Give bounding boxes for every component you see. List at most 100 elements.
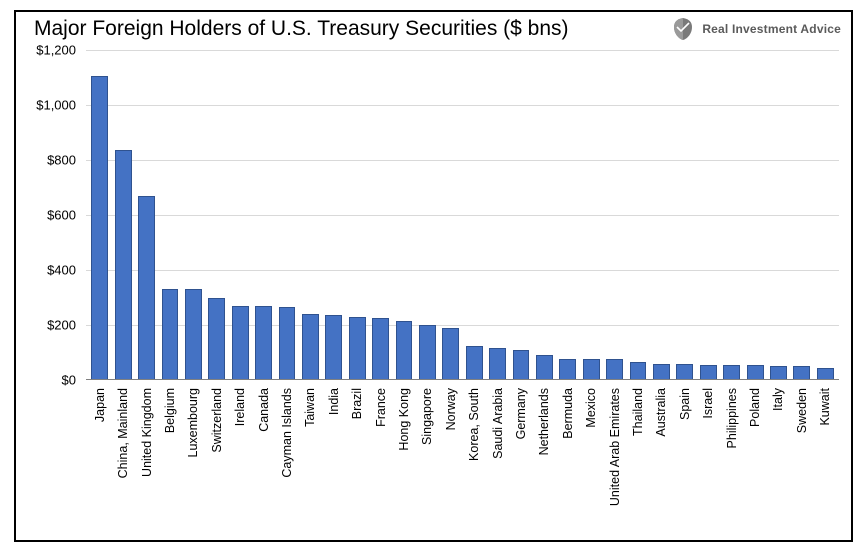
- bar: [162, 289, 179, 380]
- x-tick-label: Belgium: [163, 388, 177, 433]
- x-tick-label: Hong Kong: [397, 388, 411, 451]
- brand: Real Investment Advice: [670, 16, 841, 42]
- bar-slot: [88, 50, 111, 380]
- y-tick-label: $1,200: [36, 43, 76, 58]
- x-slot: Brazil: [345, 384, 368, 540]
- x-tick-label: Kuwait: [818, 388, 832, 426]
- bar: [419, 325, 436, 380]
- bar-slot: [673, 50, 696, 380]
- bar: [700, 365, 717, 380]
- bar-slot: [416, 50, 439, 380]
- bar-slot: [158, 50, 181, 380]
- x-slot: China, Mainland: [111, 384, 134, 540]
- bar: [770, 366, 787, 380]
- bar-slot: [135, 50, 158, 380]
- bar: [349, 317, 366, 380]
- bar-slot: [463, 50, 486, 380]
- x-slot: Saudi Arabia: [486, 384, 509, 540]
- title-row: Major Foreign Holders of U.S. Treasury S…: [34, 16, 841, 42]
- x-slot: Thailand: [626, 384, 649, 540]
- x-slot: India: [322, 384, 345, 540]
- bar: [466, 346, 483, 380]
- bar-slot: [743, 50, 766, 380]
- bar: [747, 365, 764, 380]
- x-slot: Kuwait: [814, 384, 837, 540]
- bar: [138, 196, 155, 380]
- bar-slot: [790, 50, 813, 380]
- x-tick-label: United Kingdom: [140, 388, 154, 477]
- bar-slot: [111, 50, 134, 380]
- x-tick-label: France: [374, 388, 388, 427]
- bars: [86, 50, 839, 380]
- bar-slot: [228, 50, 251, 380]
- x-tick-label: United Arab Emirates: [608, 388, 622, 506]
- x-tick-label: Germany: [514, 388, 528, 439]
- chart-frame: Major Foreign Holders of U.S. Treasury S…: [14, 10, 853, 542]
- x-slot: Italy: [767, 384, 790, 540]
- bar-slot: [392, 50, 415, 380]
- bar-slot: [252, 50, 275, 380]
- x-slot: Netherlands: [533, 384, 556, 540]
- y-tick-label: $0: [62, 373, 76, 388]
- x-slot: Israel: [697, 384, 720, 540]
- x-tick-label: Israel: [701, 388, 715, 419]
- bar: [793, 366, 810, 380]
- bar: [91, 76, 108, 380]
- x-tick-label: Singapore: [420, 388, 434, 445]
- x-axis-baseline: [86, 379, 839, 380]
- x-slot: Philippines: [720, 384, 743, 540]
- x-slot: Luxembourg: [182, 384, 205, 540]
- bar: [255, 306, 272, 380]
- x-tick-label: Cayman Islands: [280, 388, 294, 478]
- bar-slot: [533, 50, 556, 380]
- bar: [302, 314, 319, 380]
- bar-slot: [814, 50, 837, 380]
- x-slot: United Kingdom: [135, 384, 158, 540]
- x-slot: Taiwan: [299, 384, 322, 540]
- x-slot: Hong Kong: [392, 384, 415, 540]
- bar-slot: [650, 50, 673, 380]
- chart-title: Major Foreign Holders of U.S. Treasury S…: [34, 17, 569, 41]
- x-slot: Poland: [743, 384, 766, 540]
- bar-slot: [580, 50, 603, 380]
- x-slot: Australia: [650, 384, 673, 540]
- x-slot: France: [369, 384, 392, 540]
- bar: [606, 359, 623, 380]
- x-tick-label: Switzerland: [210, 388, 224, 453]
- chart-container: Major Foreign Holders of U.S. Treasury S…: [0, 0, 867, 556]
- bar-slot: [345, 50, 368, 380]
- y-tick-label: $800: [47, 153, 76, 168]
- y-tick-label: $200: [47, 318, 76, 333]
- bar-slot: [275, 50, 298, 380]
- x-slot: Cayman Islands: [275, 384, 298, 540]
- plot-area: [86, 50, 839, 380]
- bar: [115, 150, 132, 380]
- x-tick-label: Canada: [257, 388, 271, 432]
- bar-slot: [205, 50, 228, 380]
- x-slot: Bermuda: [556, 384, 579, 540]
- x-tick-label: Thailand: [631, 388, 645, 436]
- x-slot: Mexico: [580, 384, 603, 540]
- bar: [208, 298, 225, 381]
- bar-slot: [439, 50, 462, 380]
- bar-slot: [697, 50, 720, 380]
- bar: [630, 362, 647, 380]
- x-tick-label: China, Mainland: [116, 388, 130, 478]
- x-slot: Singapore: [416, 384, 439, 540]
- x-slot: Ireland: [228, 384, 251, 540]
- bar-slot: [182, 50, 205, 380]
- brand-logo-icon: [670, 16, 696, 42]
- x-tick-label: India: [327, 388, 341, 415]
- bar-slot: [720, 50, 743, 380]
- bar: [676, 364, 693, 380]
- x-tick-label: Norway: [444, 388, 458, 430]
- x-slot: Japan: [88, 384, 111, 540]
- y-tick-label: $400: [47, 263, 76, 278]
- x-tick-label: Australia: [654, 388, 668, 437]
- x-slot: Spain: [673, 384, 696, 540]
- bar: [536, 355, 553, 380]
- bar: [723, 365, 740, 380]
- bar-slot: [486, 50, 509, 380]
- x-axis-labels: Japan China, Mainland United Kingdom Belgiu…: [86, 384, 839, 540]
- x-slot: Korea, South: [463, 384, 486, 540]
